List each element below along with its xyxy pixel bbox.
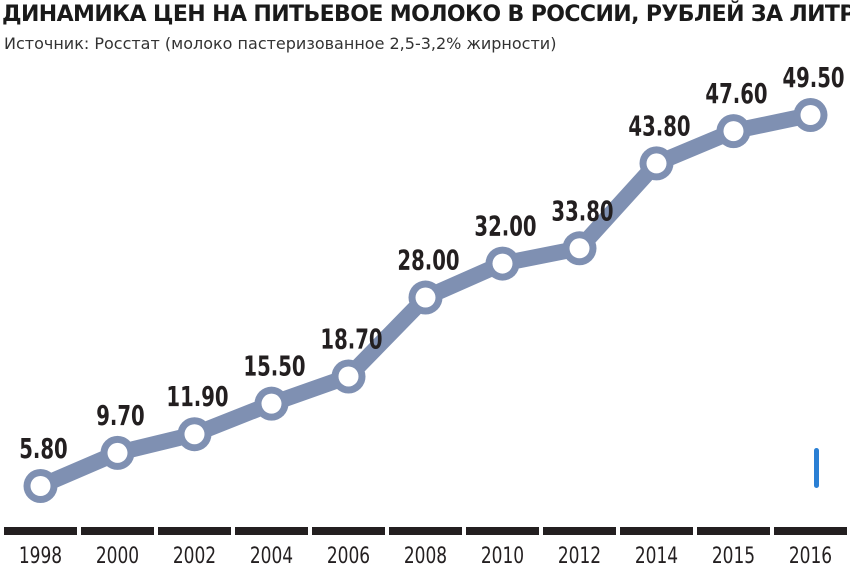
data-label: 11.90	[166, 381, 228, 413]
data-label: 33.80	[551, 195, 613, 227]
data-label: 49.50	[782, 61, 844, 93]
x-tick-label: 2016	[789, 543, 832, 566]
data-point	[30, 476, 51, 496]
x-tick-label: 2004	[250, 543, 293, 566]
x-tick-label: 2010	[481, 543, 524, 566]
data-label: 15.50	[243, 350, 305, 382]
x-axis-segment	[389, 527, 462, 535]
chart-subtitle: Источник: Росстат (молоко пастеризованно…	[4, 34, 557, 53]
data-label: 28.00	[397, 244, 459, 276]
x-tick-label: 2000	[96, 543, 139, 566]
chart-title: ДИНАМИКА ЦЕН НА ПИТЬЕВОЕ МОЛОКО В РОССИИ…	[2, 2, 850, 27]
data-point	[646, 153, 667, 174]
data-point	[261, 393, 282, 414]
x-tick-label: 2014	[635, 543, 678, 566]
data-label: 9.70	[96, 399, 144, 431]
x-axis: 1998 2000 2002 2004 2006 2008 2010 2012 2014 2015…	[4, 527, 847, 566]
x-axis-segment	[466, 527, 539, 535]
x-axis-segment	[235, 527, 308, 535]
data-label: 32.00	[474, 210, 536, 242]
data-point	[338, 366, 359, 387]
data-point	[184, 424, 205, 445]
x-tick-label: 2012	[558, 543, 601, 566]
x-axis-segment	[4, 527, 77, 535]
data-label: 43.80	[628, 110, 690, 142]
data-point	[723, 121, 744, 142]
x-tick-label: 2006	[327, 543, 370, 566]
data-point	[569, 238, 590, 259]
data-label: 5.80	[19, 432, 67, 464]
x-axis-segment	[81, 527, 154, 535]
markers-layer	[23, 98, 828, 503]
accent-mark	[814, 448, 819, 488]
x-axis-segment	[158, 527, 231, 535]
x-tick-label: 1998	[19, 543, 62, 566]
x-axis-segment	[620, 527, 693, 535]
x-axis-segment	[543, 527, 616, 535]
data-labels-layer: 5.80 9.70 11.90 15.50 18.70 28.00 32.00 33.80 43…	[19, 61, 844, 464]
data-label: 18.70	[320, 323, 382, 355]
data-label: 47.60	[705, 77, 767, 109]
x-tick-label: 2008	[404, 543, 447, 566]
x-axis-segment	[697, 527, 770, 535]
data-point	[492, 253, 513, 274]
data-point	[800, 105, 821, 125]
data-point	[107, 442, 128, 463]
x-axis-segment	[774, 527, 847, 535]
x-tick-label: 2002	[173, 543, 216, 566]
x-tick-label: 2015	[712, 543, 755, 566]
x-axis-segment	[312, 527, 385, 535]
data-point	[415, 287, 436, 308]
